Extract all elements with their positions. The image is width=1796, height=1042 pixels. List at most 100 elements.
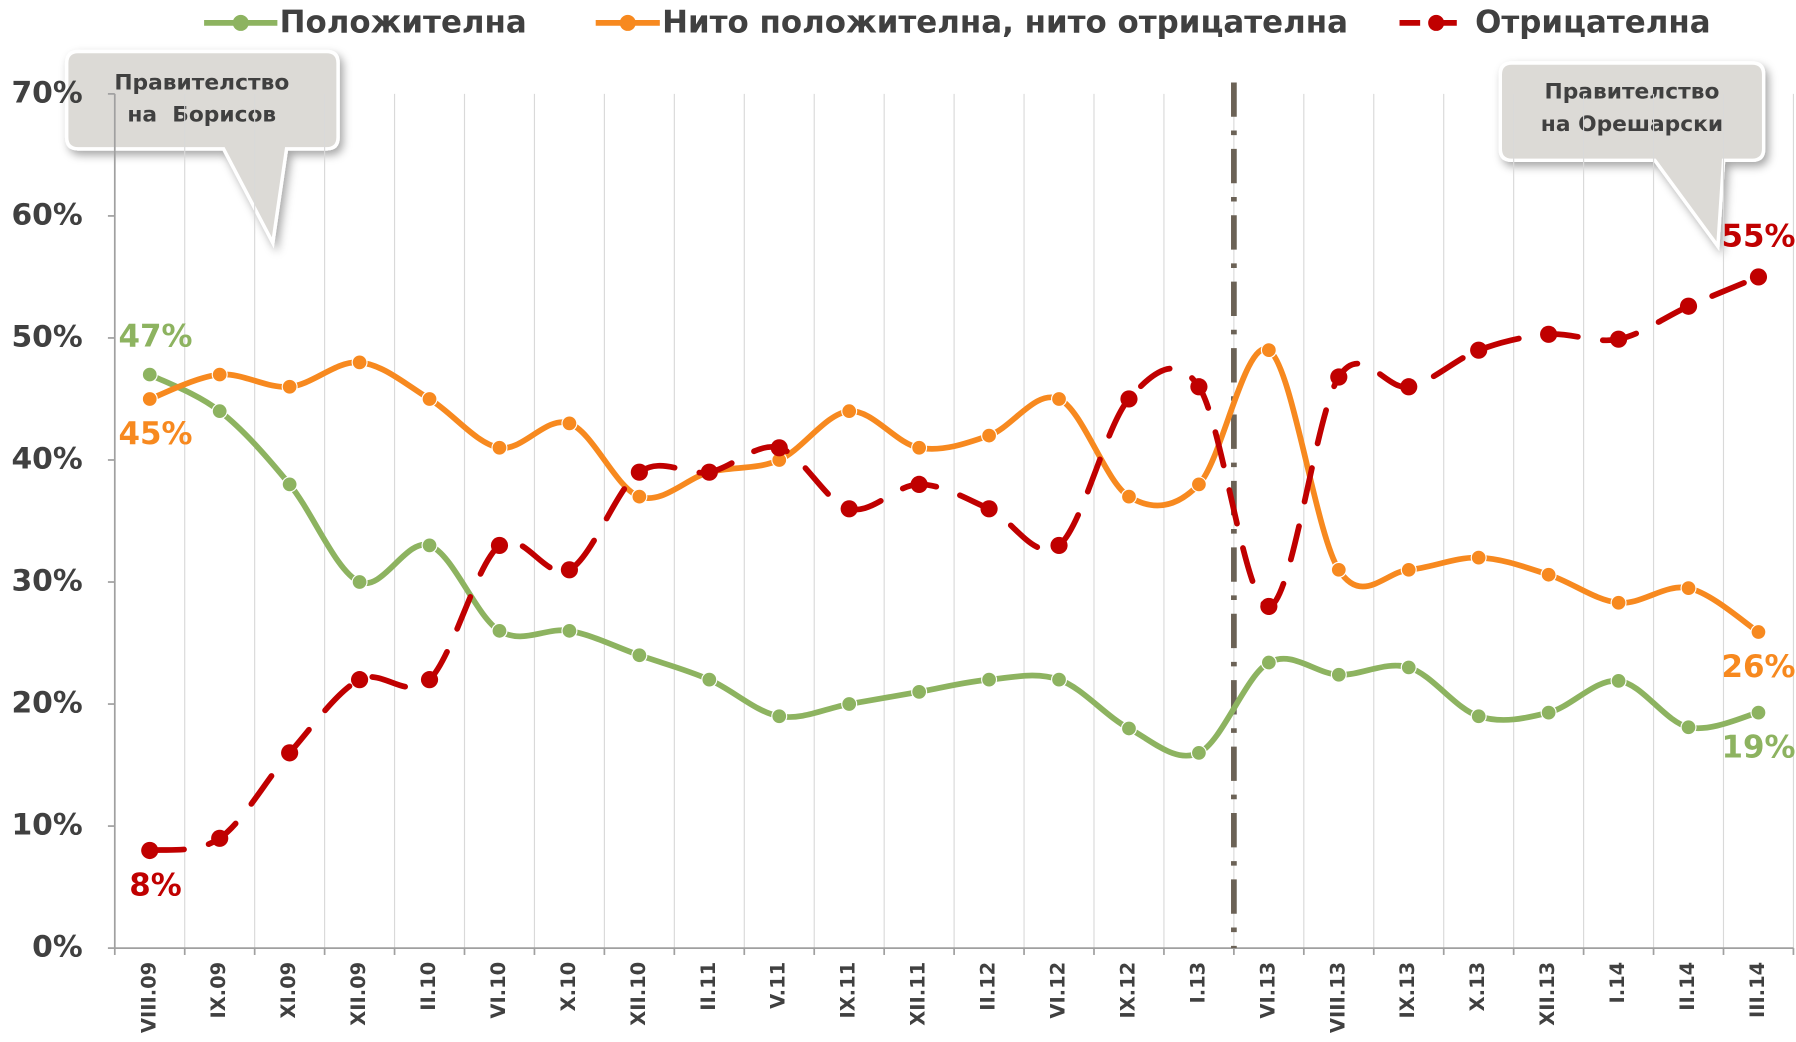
callout-box — [1498, 61, 1766, 252]
data-label: 26% — [1721, 649, 1795, 685]
x-tick-label: III.14 — [1746, 962, 1769, 1018]
point — [1330, 666, 1347, 683]
x-tick-label: I.13 — [1186, 962, 1209, 1004]
y-tick-label: 30% — [11, 564, 82, 599]
point — [351, 573, 368, 591]
point — [1051, 671, 1068, 688]
data-label: 8% — [129, 868, 181, 904]
point — [1470, 549, 1487, 566]
callout-text: на Борисов — [127, 103, 276, 128]
x-tick-label: VI.13 — [1256, 962, 1279, 1019]
point — [1609, 330, 1628, 348]
point — [141, 366, 158, 383]
y-tick-label: 0% — [32, 930, 83, 965]
point — [1120, 720, 1137, 737]
point — [911, 683, 928, 700]
point — [1050, 536, 1068, 554]
point — [841, 403, 858, 420]
callout-text: на Орешарски — [1541, 112, 1723, 137]
x-tick-label: V.11 — [767, 962, 790, 1009]
x-tick-label: VIII.13 — [1326, 962, 1349, 1033]
callout-box — [64, 49, 340, 249]
point — [1260, 654, 1277, 671]
point — [141, 841, 159, 860]
point — [1750, 704, 1767, 721]
x-tick-label: IX.13 — [1396, 962, 1419, 1019]
point — [1260, 342, 1277, 359]
point — [1610, 594, 1627, 611]
point — [630, 463, 648, 481]
point — [211, 366, 228, 383]
data-label: 45% — [118, 416, 192, 452]
x-tick-label: VI.10 — [487, 962, 510, 1019]
callout-text: Правителство — [1545, 80, 1720, 105]
point — [1750, 624, 1767, 641]
point — [1680, 580, 1697, 597]
point — [771, 708, 788, 725]
x-tick-label: VI.12 — [1047, 962, 1070, 1019]
point — [1610, 672, 1627, 689]
point — [351, 354, 368, 371]
point — [1330, 368, 1348, 386]
x-tick-label: X.13 — [1466, 962, 1489, 1011]
point — [1190, 378, 1208, 396]
point — [1400, 378, 1418, 396]
x-tick-label: II.11 — [697, 962, 720, 1011]
point — [1120, 488, 1137, 505]
x-tick-label: XII.13 — [1536, 962, 1559, 1026]
point — [980, 500, 998, 518]
x-tick-label: IX.12 — [1116, 962, 1139, 1019]
point — [491, 622, 508, 639]
legend-label: Положителна — [280, 5, 527, 41]
legend-label: Нито положителна, нито отрицателна — [662, 5, 1348, 41]
x-tick-label: XI.09 — [277, 962, 300, 1019]
y-tick-label: 40% — [11, 441, 82, 476]
x-tick-label: XII.09 — [347, 962, 370, 1026]
y-tick-label: 60% — [11, 197, 82, 232]
point — [560, 561, 579, 579]
x-tick-label: II.10 — [417, 962, 440, 1011]
point — [1190, 476, 1207, 493]
point — [421, 390, 438, 407]
point — [1540, 325, 1558, 343]
x-tick-label: VIII.09 — [137, 962, 160, 1033]
y-tick-label: 20% — [11, 686, 82, 721]
point — [981, 671, 998, 688]
y-tick-label: 10% — [11, 808, 82, 843]
point — [281, 744, 299, 762]
point — [1330, 561, 1347, 578]
point — [841, 696, 858, 713]
point — [211, 403, 228, 420]
point — [211, 829, 229, 847]
y-tick-label: 70% — [11, 75, 82, 110]
point — [1470, 708, 1487, 725]
point — [1190, 744, 1207, 761]
point — [1540, 566, 1557, 583]
data-label: 55% — [1721, 219, 1795, 255]
point — [1400, 659, 1417, 676]
point — [1260, 597, 1278, 616]
point — [420, 671, 439, 689]
legend-marker — [619, 14, 636, 31]
callout-text: Правителство — [114, 71, 289, 96]
x-tick-label: IX.11 — [837, 962, 860, 1019]
point — [701, 671, 718, 688]
point — [281, 378, 298, 395]
legend-marker — [232, 14, 249, 31]
x-tick-label: I.14 — [1606, 962, 1629, 1004]
point — [700, 463, 718, 481]
point — [770, 439, 788, 457]
point — [1540, 704, 1557, 721]
point — [631, 647, 648, 664]
point — [631, 488, 648, 505]
y-tick-label: 50% — [11, 319, 82, 354]
point — [281, 476, 298, 493]
point — [491, 439, 508, 456]
point — [1051, 390, 1068, 407]
x-tick-label: X.10 — [557, 962, 580, 1011]
point — [490, 536, 509, 554]
point — [1120, 390, 1138, 408]
point — [911, 439, 928, 456]
point — [840, 500, 858, 518]
point — [910, 475, 928, 493]
